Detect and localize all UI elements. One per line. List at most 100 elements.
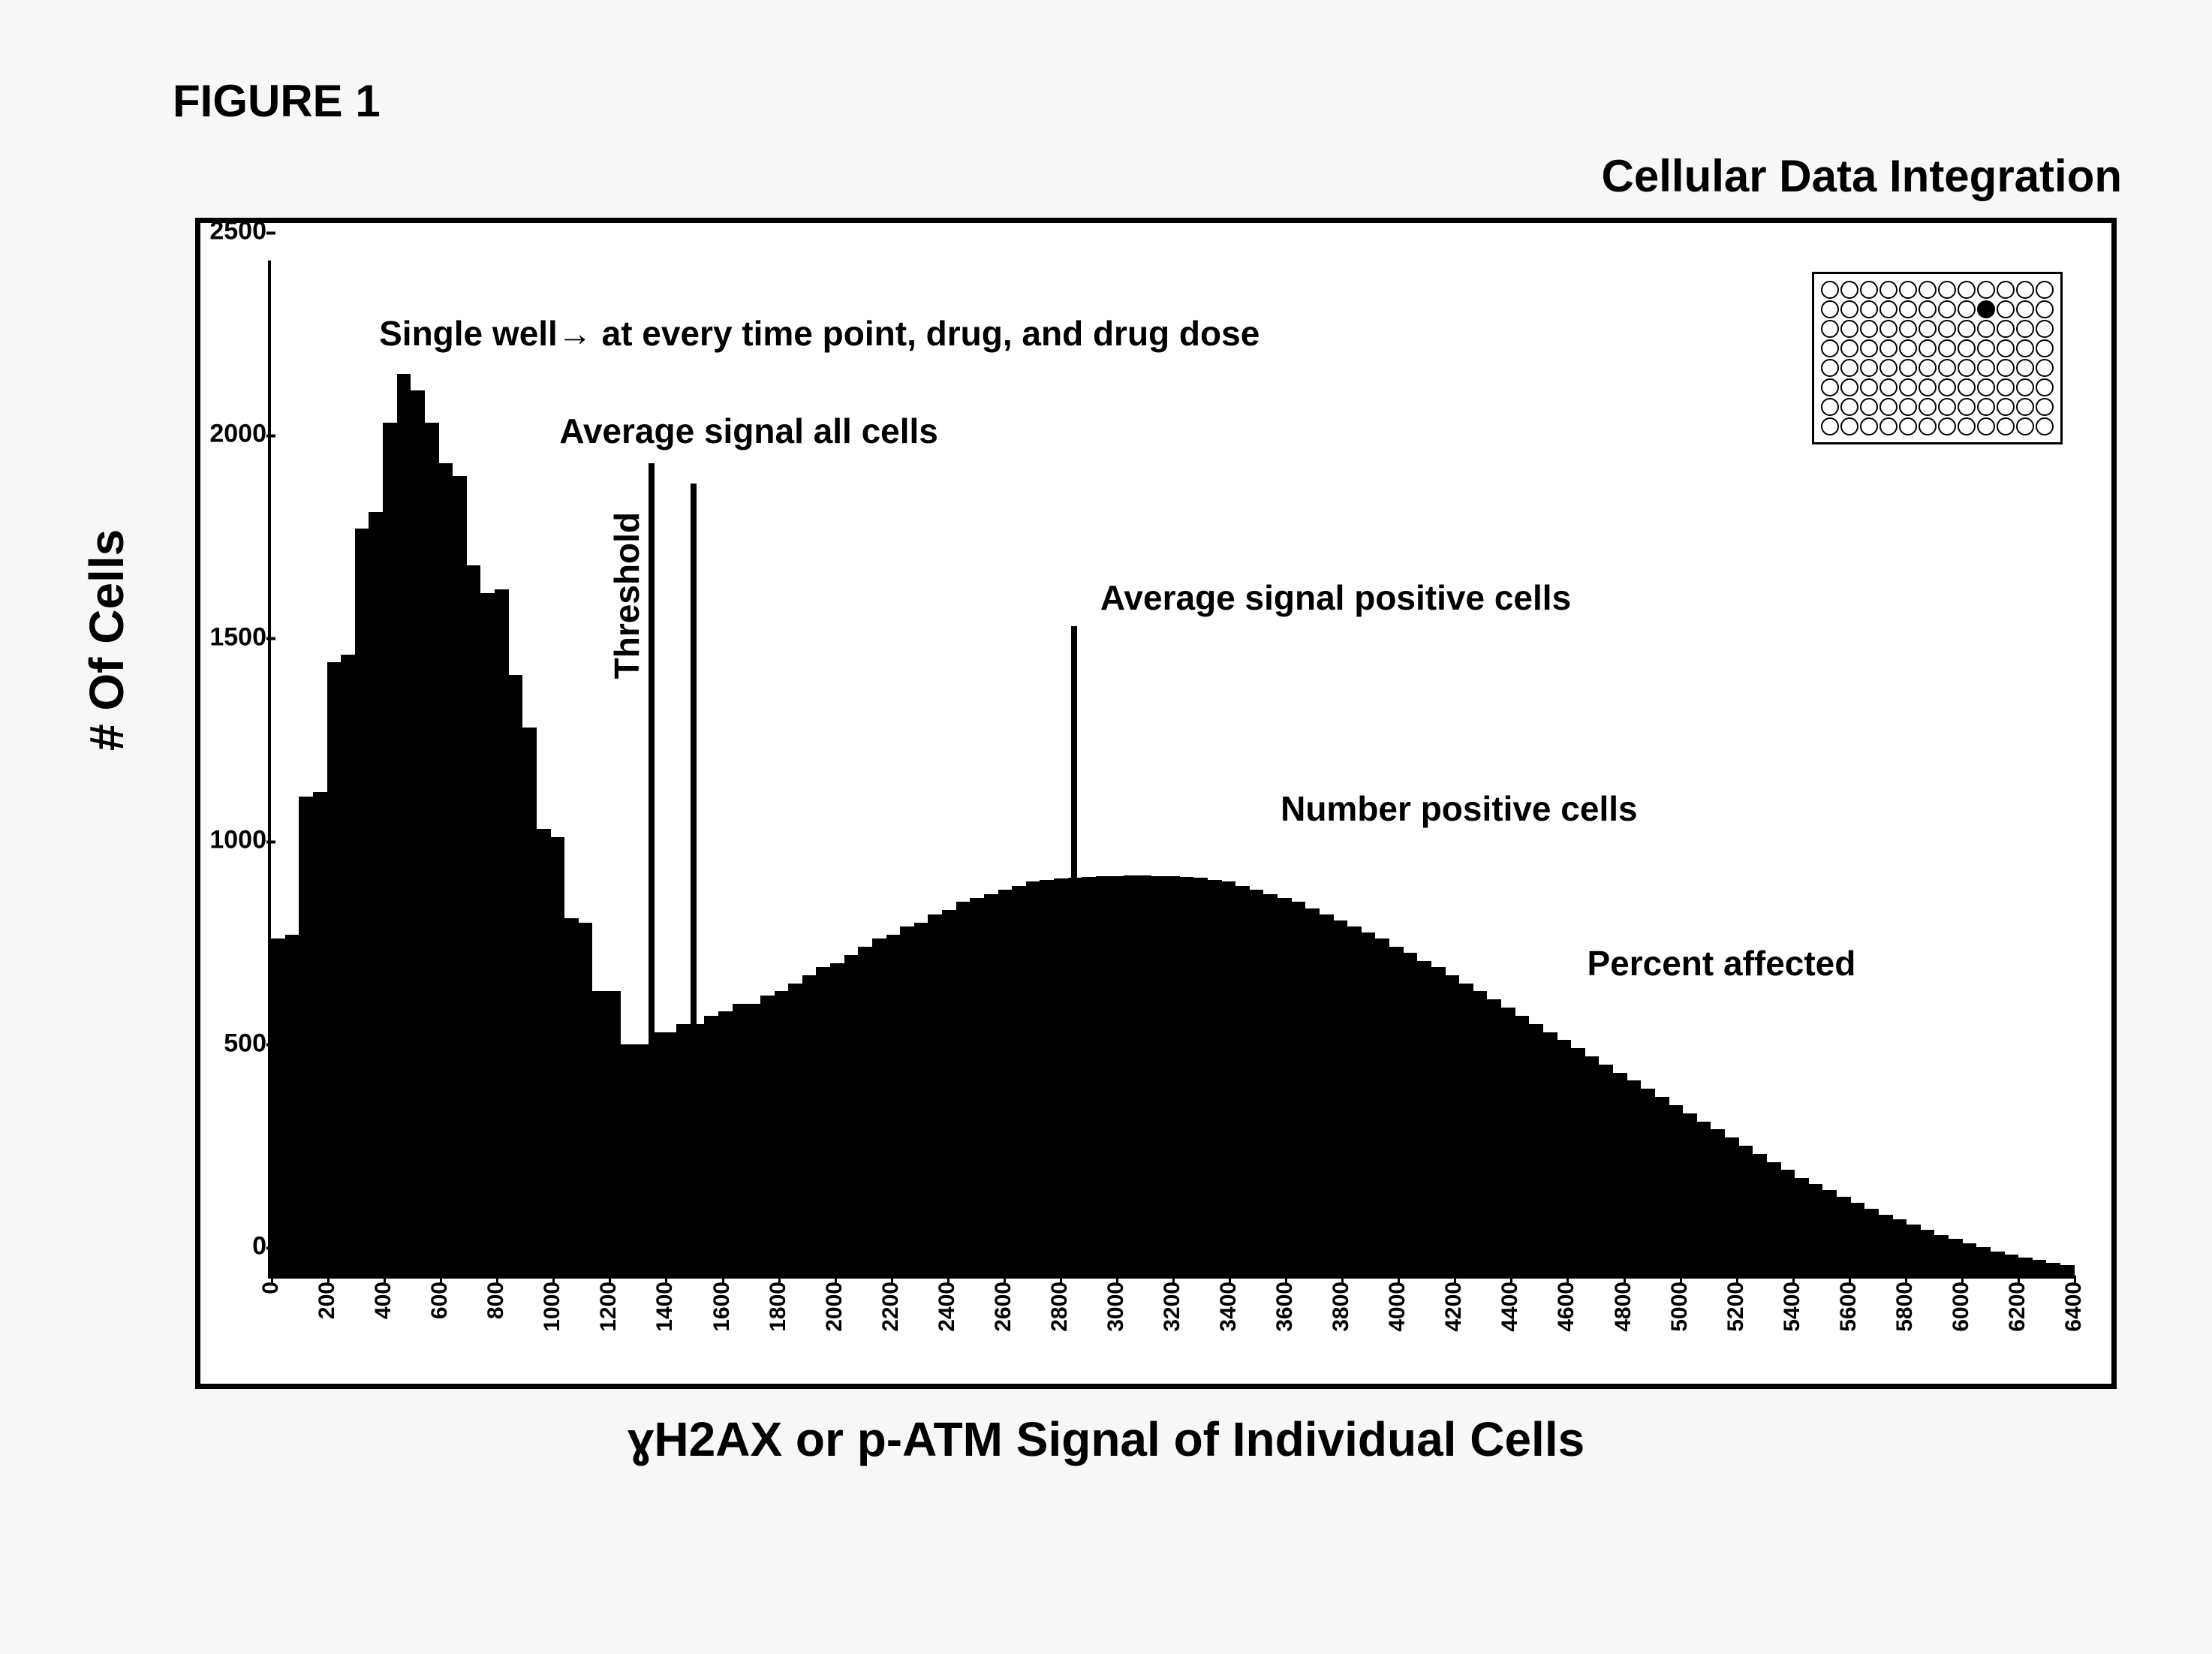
histogram-bar	[802, 975, 817, 1276]
histogram-bar	[1697, 1122, 1711, 1276]
histogram-bar	[522, 728, 537, 1276]
x-tick: 400	[371, 1282, 396, 1323]
histogram-bar	[1864, 1209, 1879, 1276]
wellplate-well	[1977, 339, 1995, 357]
histogram-bar	[453, 476, 467, 1276]
histogram-bar	[760, 996, 775, 1276]
histogram-bar	[1292, 902, 1306, 1276]
histogram-bar	[495, 589, 509, 1276]
wellplate-well	[1860, 378, 1878, 396]
histogram-bar	[355, 529, 369, 1276]
wellplate-well	[1860, 417, 1878, 435]
wellplate-well	[1840, 359, 1858, 377]
histogram-bar	[1389, 947, 1404, 1276]
wellplate-well	[2016, 398, 2034, 416]
histogram-bar	[914, 923, 928, 1276]
wellplate-row	[1820, 280, 2054, 300]
wellplate-well	[1977, 281, 1995, 299]
y-tick: 2000	[209, 420, 266, 449]
histogram-bar	[998, 890, 1013, 1276]
x-tick: 4800	[1611, 1282, 1636, 1336]
histogram-bar	[1501, 1008, 1515, 1276]
x-tick: 3000	[1103, 1282, 1129, 1336]
histogram-bar	[1893, 1219, 1907, 1276]
x-tick: 600	[427, 1282, 453, 1323]
y-tick: 2500	[209, 217, 266, 246]
histogram-bar	[439, 463, 453, 1276]
wellplate-well	[1840, 398, 1858, 416]
x-tick: 2200	[878, 1282, 904, 1336]
histogram-bar	[1837, 1197, 1851, 1276]
x-tick: 5400	[1780, 1282, 1805, 1336]
histogram-bar	[1487, 999, 1501, 1276]
histogram-bar	[383, 423, 397, 1276]
y-axis-label: # Of Cells	[79, 529, 134, 751]
histogram-bar	[2060, 1265, 2075, 1276]
wellplate-well	[1821, 398, 1839, 416]
single-well-annotation: Single well→ at every time point, drug, …	[379, 313, 1259, 354]
wellplate-well	[1840, 320, 1858, 338]
wellplate-well	[1860, 300, 1878, 318]
wellplate-well	[1997, 417, 2015, 435]
histogram-bar	[327, 662, 342, 1276]
histogram-bar	[1571, 1048, 1585, 1276]
wellplate-row	[1820, 319, 2054, 339]
chart-frame: 05001000150020002500 0200400600800100012…	[195, 218, 2117, 1389]
histogram-bar	[1459, 984, 1473, 1276]
x-tick: 3600	[1272, 1282, 1298, 1336]
x-tick: 4000	[1385, 1282, 1410, 1336]
histogram-bar	[537, 829, 551, 1276]
y-tick: 1000	[209, 826, 266, 855]
histogram-bar	[1347, 926, 1362, 1276]
x-tick: 200	[314, 1282, 340, 1323]
wellplate-well	[1821, 359, 1839, 377]
wellplate-well	[2036, 417, 2054, 435]
wellplate-row	[1820, 339, 2054, 358]
x-tick: 2600	[991, 1282, 1016, 1336]
wellplate-well	[1977, 378, 1995, 396]
wellplate-well	[1938, 359, 1956, 377]
supra-title: Cellular Data Integration	[1602, 150, 2122, 202]
wellplate-well	[1958, 378, 1976, 396]
wellplate-well	[1899, 378, 1917, 396]
threshold-line	[649, 463, 655, 1276]
histogram-bar	[1250, 890, 1264, 1276]
histogram-bar	[271, 938, 285, 1276]
wellplate-well	[1860, 339, 1878, 357]
histogram-bar	[1110, 876, 1124, 1276]
wellplate-well	[1879, 398, 1898, 416]
wellplate-row	[1820, 417, 2054, 436]
histogram-bar	[1543, 1032, 1557, 1276]
x-tick: 6400	[2061, 1282, 2087, 1336]
x-tick: 1200	[596, 1282, 621, 1336]
histogram-bar	[467, 565, 481, 1276]
wellplate-well	[1977, 359, 1995, 377]
wellplate-well	[1958, 359, 1976, 377]
histogram-bar	[970, 898, 984, 1276]
histogram-bar	[313, 792, 327, 1276]
x-tick: 5200	[1723, 1282, 1749, 1336]
wellplate-well	[2036, 281, 2054, 299]
wellplate-well	[1919, 398, 1937, 416]
histogram-bar	[1599, 1065, 1613, 1276]
wellplate-well	[2016, 300, 2034, 318]
histogram-bar	[676, 1024, 691, 1276]
wellplate-well	[1879, 417, 1898, 435]
wellplate-well	[1958, 339, 1976, 357]
wellplate-well	[1821, 339, 1839, 357]
x-tick: 1400	[652, 1282, 678, 1336]
wellplate-well	[1840, 300, 1858, 318]
histogram-bar	[1166, 876, 1180, 1276]
plot-area: 05001000150020002500 0200400600800100012…	[268, 261, 2074, 1279]
histogram-bar	[928, 914, 942, 1276]
histogram-bar	[1026, 881, 1040, 1276]
y-tick: 500	[224, 1029, 266, 1058]
wellplate-well	[1919, 281, 1937, 299]
x-tick: 800	[483, 1282, 509, 1323]
histogram-bar	[1054, 878, 1068, 1276]
wellplate-well	[1997, 339, 2015, 357]
histogram-bar	[411, 390, 425, 1276]
wellplate-well	[1938, 281, 1956, 299]
y-tick: 1500	[209, 622, 266, 652]
x-tick: 6200	[2005, 1282, 2030, 1336]
